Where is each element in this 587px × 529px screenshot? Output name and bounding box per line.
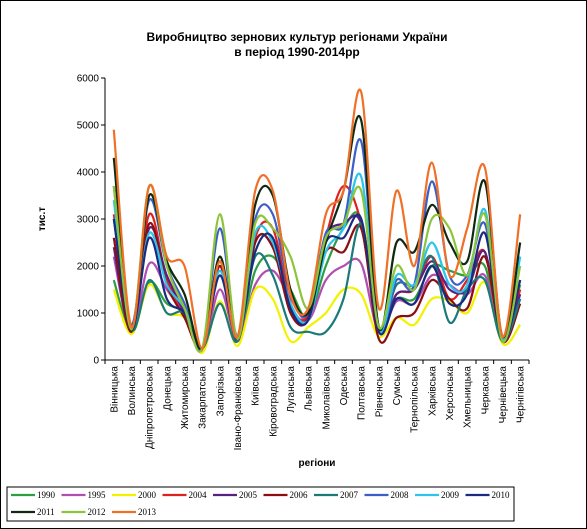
x-tick-label: Рівненська	[374, 366, 385, 418]
series-line-2009	[112, 172, 522, 350]
x-tick-label: Івано-Франківська	[233, 366, 244, 451]
y-axis-title: тис.т	[37, 207, 48, 231]
x-tick-label: Одеська	[339, 366, 350, 406]
plot-area: 0 1000 2000 3000 4000 5000 6000 Вінницька Волинс…	[77, 74, 530, 451]
x-tick-label: Хмельницька	[463, 366, 474, 428]
x-axis-title: регіони	[299, 458, 336, 469]
legend-label-1990: 1990	[37, 490, 56, 500]
x-tick-label: Кіровоградська	[268, 366, 279, 437]
y-tick-label: 6000	[77, 74, 100, 85]
x-tick-label: Сумська	[392, 366, 403, 406]
legend-label-2010: 2010	[492, 490, 511, 500]
x-tick-label: Луганська	[286, 366, 297, 413]
x-tick-label: Житомирська	[180, 366, 191, 430]
series-line-2007	[112, 218, 522, 350]
x-tick-label: Миколаївська	[321, 366, 332, 430]
x-tick-label: Вінницька	[109, 366, 120, 413]
y-tick-label: 4000	[77, 168, 100, 179]
legend-label-2009: 2009	[441, 490, 460, 500]
series-line-2013	[112, 88, 522, 350]
x-tick-label: Львівська	[304, 366, 315, 411]
y-tick-label: 3000	[77, 215, 100, 226]
chart-title-line2: в період 1990-2014рр	[234, 45, 359, 59]
legend-label-2006: 2006	[290, 490, 309, 500]
legend-label-2005: 2005	[239, 490, 258, 500]
legend-label-2004: 2004	[189, 490, 208, 500]
x-tick-label: Херсонська	[445, 366, 456, 421]
series-line-2008	[112, 137, 522, 352]
x-tick-label: Волинська	[127, 366, 138, 416]
x-tick-label: Чернівецька	[498, 366, 509, 424]
legend-label-2008: 2008	[391, 490, 410, 500]
y-tick-label: 2000	[77, 262, 100, 273]
x-tick-label: Закарпатська	[198, 366, 209, 429]
legend-label-2012: 2012	[88, 507, 106, 517]
legend-label-1995: 1995	[88, 490, 107, 500]
x-tick-label: Донецька	[162, 366, 173, 411]
x-tick-label: Київська	[251, 366, 262, 406]
x-tick-label: Дніпропетровська	[145, 366, 156, 449]
x-tick-label: Харківська	[427, 366, 438, 416]
legend-label-2000: 2000	[138, 490, 157, 500]
x-tick-label: Полтавська	[357, 366, 368, 420]
y-tick-label: 0	[93, 356, 99, 367]
y-tick-label: 1000	[77, 309, 100, 320]
x-tick-label: Чернігівська	[516, 366, 527, 423]
chart-title-line1: Виробництво зернових культур регіонами У…	[146, 30, 447, 44]
x-tick-label: Тернопільська	[410, 366, 421, 433]
legend-box	[6, 486, 515, 522]
legend-label-2011: 2011	[37, 507, 55, 517]
legend: 1990 1995 2000 2004 2005 2006 2007 2008 2009 2010…	[6, 486, 515, 522]
y-tick-label: 5000	[77, 121, 100, 132]
legend-label-2007: 2007	[340, 490, 359, 500]
x-tick-label: Запорізька	[215, 366, 226, 417]
legend-label-2013: 2013	[138, 507, 157, 517]
x-tick-label: Черкаська	[480, 366, 491, 415]
